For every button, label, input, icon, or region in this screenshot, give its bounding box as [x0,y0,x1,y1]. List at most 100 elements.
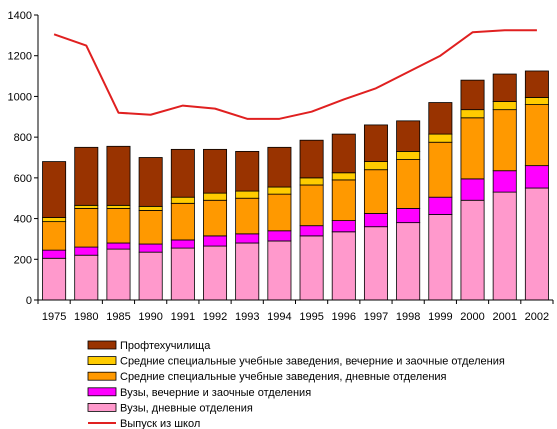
x-tick-label-1993: 1993 [235,311,259,323]
y-tick-label-1400: 1400 [8,10,32,22]
bar-segment-1975-series-3 [42,217,67,223]
bar-segment-1980-series-1 [74,246,99,256]
legend-item-4-swatch [87,402,117,412]
bar-segment-2000-series-3 [460,109,485,119]
bar-segment-2001-series-2 [492,109,517,172]
legend-item-0-swatch [87,340,117,350]
bar-segment-1993-series-1 [235,233,260,244]
y-tick-label-1000: 1000 [8,91,32,103]
bar-segment-1994-series-3 [267,186,292,195]
legend-item-4-label: Вузы, дневные отделения [120,402,253,414]
y-tick-label-800: 800 [14,132,32,144]
legend-item-3-swatch [87,387,117,397]
y-tick-label-0: 0 [26,295,32,307]
x-tick-label-1985: 1985 [106,311,130,323]
x-tick-label-1995: 1995 [299,311,323,323]
bar-segment-1999-series-1 [428,196,453,215]
bar-segment-1995-series-0 [299,235,324,301]
y-tick-label-200: 200 [14,254,32,266]
bar-segment-1991-series-2 [170,202,195,241]
bar-segment-1991-series-4 [170,148,195,198]
bar-segment-1997-series-0 [363,226,388,301]
bar-segment-1990-series-1 [138,243,163,253]
bar-segment-1995-series-4 [299,139,324,179]
bar-segment-1996-series-3 [331,172,356,181]
x-tick-label-1990: 1990 [138,311,162,323]
bar-segment-1999-series-0 [428,214,453,301]
legend-item-2-swatch [87,371,117,381]
bar-segment-1980-series-4 [74,146,99,206]
bar-segment-2000-series-0 [460,199,485,301]
x-tick-label-2001: 2001 [492,311,516,323]
bar-segment-1996-series-4 [331,133,356,174]
bar-segment-2000-series-1 [460,178,485,201]
bar-segment-1991-series-1 [170,239,195,249]
bar-segment-1992-series-1 [203,235,228,247]
bar-segment-1994-series-1 [267,230,292,242]
bar-segment-2001-series-4 [492,73,517,102]
bar-segment-1995-series-2 [299,184,324,227]
bar-segment-1990-series-2 [138,210,163,245]
legend-item-0-label: Профтехучилища [120,340,211,352]
bar-segment-1980-series-0 [74,254,99,301]
bar-segment-1993-series-2 [235,197,260,235]
bar-segment-2002-series-3 [524,97,549,105]
line-series-school-graduates [53,29,537,120]
bar-segment-1990-series-0 [138,251,163,301]
bar-segment-2001-series-0 [492,191,517,301]
bar-segment-2001-series-1 [492,170,517,193]
y-tick-label-600: 600 [14,173,32,185]
bar-segment-1992-series-2 [203,199,228,237]
bar-segment-1998-series-1 [396,207,421,224]
bar-segment-1975-series-0 [42,257,67,301]
bar-segment-2002-series-2 [524,104,549,167]
bar-segment-1992-series-3 [203,192,228,201]
bar-segment-1980-series-3 [74,204,99,209]
bar-segment-1997-series-2 [363,169,388,214]
x-tick-label-1992: 1992 [203,311,227,323]
bar-segment-1990-series-3 [138,205,163,211]
bar-segment-1995-series-3 [299,177,324,186]
legend-item-5-label: Выпуск из школ [120,418,200,429]
bar-segment-1995-series-1 [299,225,324,237]
bar-segment-1993-series-0 [235,242,260,301]
bar-segment-1994-series-4 [267,146,292,188]
bar-segment-1993-series-3 [235,190,260,199]
bar-segment-1997-series-1 [363,213,388,228]
bar-segment-2002-series-4 [524,70,549,98]
bar-segment-1997-series-4 [363,124,388,162]
bar-segment-1996-series-0 [331,231,356,301]
bar-segment-1998-series-2 [396,159,421,209]
x-tick-label-1994: 1994 [267,311,291,323]
legend-item-1-label: Средние специальные учебные заведения, в… [120,356,505,368]
bar-segment-1998-series-3 [396,150,421,160]
bar-segment-1996-series-2 [331,179,356,221]
x-tick-label-1991: 1991 [171,311,195,323]
bar-segment-2000-series-4 [460,79,485,111]
bar-segment-1992-series-0 [203,245,228,301]
bar-segment-1985-series-1 [106,242,131,250]
bar-segment-1992-series-4 [203,148,228,194]
plot-area [42,29,549,301]
bar-segment-2002-series-0 [524,187,549,301]
bar-segment-1975-series-1 [42,249,67,259]
x-tick-label-2002: 2002 [525,311,549,323]
bar-segment-2000-series-2 [460,117,485,180]
y-tick-label-400: 400 [14,214,32,226]
bar-segment-1999-series-2 [428,141,453,198]
bar-segment-1985-series-3 [106,204,131,209]
legend: Профтехучилища Средние специальные учебны… [87,340,505,429]
axes: 0 200 400 600 800 1000 1200 1400 1975 1980 1985 199… [8,10,554,323]
x-tick-label-1996: 1996 [332,311,356,323]
bar-segment-1985-series-0 [106,248,131,301]
bar-segment-1999-series-3 [428,133,453,143]
x-tick-label-1999: 1999 [428,311,452,323]
bar-segment-1996-series-1 [331,220,356,233]
x-tick-label-1975: 1975 [42,311,66,323]
x-tick-label-1998: 1998 [396,311,420,323]
bar-segment-1997-series-3 [363,161,388,171]
bar-segment-1994-series-2 [267,193,292,232]
x-tick-label-2000: 2000 [460,311,484,323]
